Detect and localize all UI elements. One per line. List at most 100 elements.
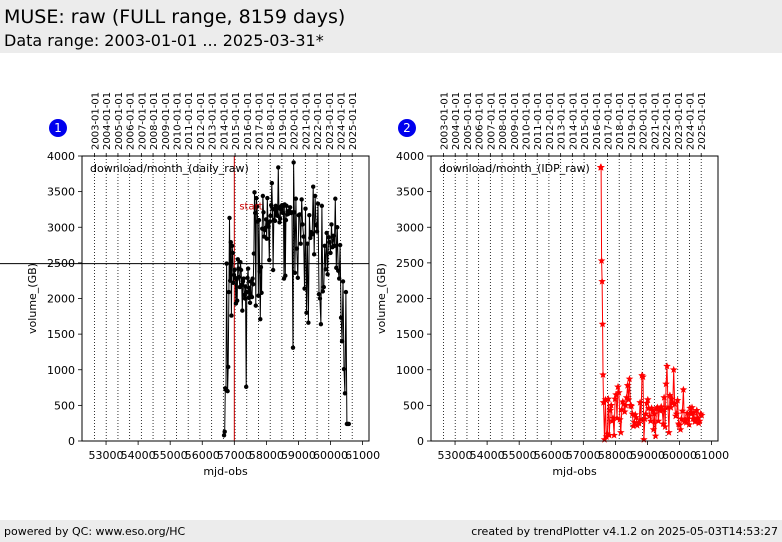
chart1-series-label: download/month_(daily_raw): [90, 162, 249, 175]
chart2-top-tick-label: 2005-01-01: [463, 92, 474, 150]
chart1-data-point: [267, 257, 272, 263]
chart1-data-point: [238, 267, 244, 273]
chart2-data-point: [616, 415, 624, 423]
chart2-data-point: [603, 429, 612, 438]
chart2-data-point: [650, 409, 659, 418]
chart1-data-point: [244, 289, 250, 295]
chart2-data-point: [648, 406, 657, 414]
chart2-y-tick-label: 1500: [396, 328, 424, 341]
chart1-data-point: [221, 433, 227, 438]
chart1-y-tick-label: 0: [68, 435, 75, 448]
chart1-data-point: [256, 217, 262, 223]
chart1-data-point: [292, 210, 297, 215]
chart1-data-point: [306, 320, 311, 325]
chart2-data-point: [647, 404, 656, 412]
chart2-data-point: [607, 401, 615, 409]
chart1-data-point: [224, 261, 229, 266]
chart1-data-point: [280, 210, 285, 216]
chart1-data-point: [264, 236, 269, 241]
chart2-data-point: [610, 431, 618, 439]
chart2-x-tick-label: 57000: [566, 449, 601, 462]
chart1-data-point: [339, 339, 345, 344]
chart-canvas: 2003-01-01 2004-01-01 2005-01-01 2006-01-01…: [0, 92, 729, 478]
chart1-data-point: [245, 266, 251, 271]
chart1-x-axis-label: mjd-obs: [203, 465, 248, 478]
chart1-data-point: [243, 384, 249, 390]
chart2-badge-number: 2: [403, 121, 411, 135]
chart2-data-point: [638, 371, 646, 379]
chart2-top-tick-label: 2015-01-01: [580, 92, 591, 150]
chart1-top-tick-label: 2020-01-01: [290, 92, 301, 150]
chart2-data-point: [624, 395, 633, 403]
chart1-data-point: [254, 204, 260, 209]
chart2-data-point: [605, 431, 614, 439]
chart2-data-point: [660, 393, 668, 401]
chart2-data-point: [695, 417, 704, 425]
chart1-data-point: [242, 292, 247, 298]
chart1-data-point: [242, 296, 248, 301]
chart1-data-point: [253, 303, 259, 308]
chart1-top-tick-label: 2022-01-01: [313, 92, 324, 150]
chart2-x-tick-label: 59000: [630, 449, 665, 462]
chart2-data-point: [668, 395, 676, 403]
chart2-data-point: [599, 370, 607, 378]
chart2-x-tick-label: 60000: [662, 449, 697, 462]
chart2-top-tick-label: 2011-01-01: [533, 92, 544, 150]
chart1-data-point: [311, 184, 316, 189]
chart2-data-point: [602, 432, 611, 440]
chart2-data-point: [598, 320, 607, 328]
page-title: MUSE: raw (FULL range, 8159 days): [4, 6, 346, 28]
chart1-data-point: [293, 196, 299, 201]
chart2-data-point: [614, 382, 622, 391]
chart1-data-point: [230, 250, 235, 256]
chart1-data-point: [222, 429, 227, 434]
chart2-data-point: [666, 391, 674, 399]
chart1-data-point: [341, 366, 347, 372]
chart2-data-point: [688, 403, 696, 411]
chart2-data-point: [604, 395, 613, 403]
chart2-y-tick-label: 3000: [396, 221, 424, 234]
chart2-data-point: [641, 414, 649, 423]
chart2-data-point: [693, 406, 701, 414]
chart1-data-point: [292, 270, 298, 276]
chart1-top-tick-label: 2025-01-01: [348, 92, 359, 150]
chart2-top-tick-label: 2003-01-01: [440, 92, 451, 150]
chart2-top-tick-label: 2009-01-01: [510, 92, 521, 150]
chart2-y-tick-label: 3500: [396, 186, 424, 199]
chart1-top-tick-label: 2006-01-01: [126, 92, 137, 150]
chart1-data-point: [251, 251, 257, 256]
chart1-data-point: [249, 294, 255, 300]
chart2-data-point: [672, 409, 681, 418]
chart1-top-tick-label: 2003-01-01: [91, 92, 102, 150]
chart1-data-point: [254, 195, 259, 201]
chart1-top-tick-label: 2019-01-01: [278, 92, 289, 150]
chart1-data-point: [275, 213, 280, 219]
chart1-data-point: [323, 267, 328, 272]
chart2-top-tick-label: 2025-01-01: [697, 92, 708, 150]
chart1-y-tick-label: 2500: [47, 257, 75, 270]
chart2-data-point: [678, 407, 687, 415]
chart2-data-point: [674, 419, 683, 428]
chart2-x-tick-label: 54000: [470, 449, 505, 462]
chart2-data-point: [613, 414, 621, 422]
chart1-top-tick-label: 2016-01-01: [243, 92, 254, 150]
chart1-data-point: [302, 286, 307, 291]
chart1-data-point: [343, 289, 349, 295]
chart1-data-point: [279, 207, 284, 212]
chart1-data-point: [276, 165, 281, 170]
chart1-data-point: [287, 205, 293, 210]
chart1-top-tick-label: 2005-01-01: [114, 92, 125, 150]
chart2-data-point: [687, 409, 695, 418]
chart1-y-tick-label: 500: [54, 399, 75, 412]
chart1-data-point: [235, 257, 241, 262]
chart1-top-tick-label: 2009-01-01: [161, 92, 172, 150]
chart1-data-point: [277, 220, 282, 225]
chart1-data-point: [269, 180, 275, 186]
chart1-data-point: [283, 273, 288, 278]
chart2-top-tick-label: 2013-01-01: [557, 92, 568, 150]
chart2-data-point: [669, 365, 678, 373]
chart1-data-point: [266, 224, 271, 229]
chart1-data-point: [291, 160, 296, 165]
chart1-data-point: [337, 242, 343, 248]
chart1-data-point: [313, 222, 319, 228]
